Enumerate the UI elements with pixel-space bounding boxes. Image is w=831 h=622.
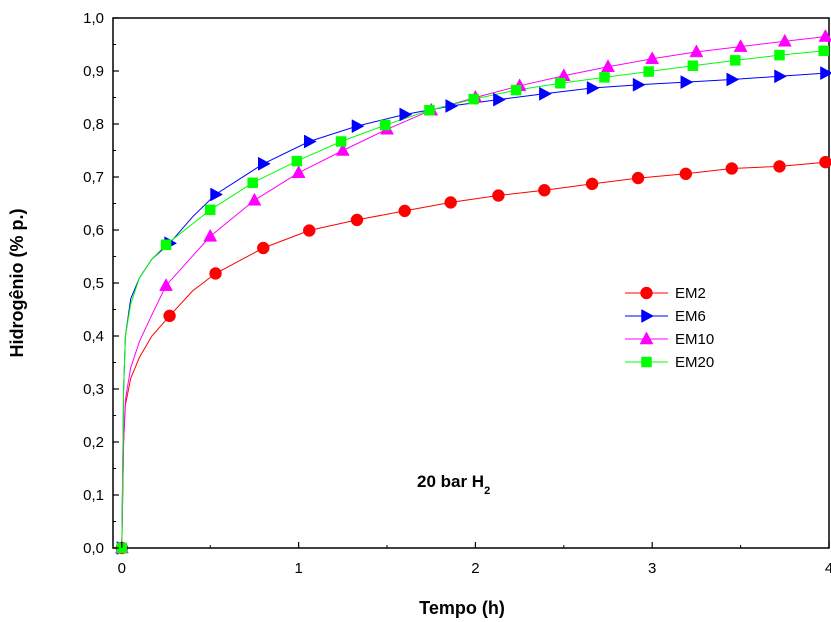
data-point-em6	[632, 77, 646, 92]
data-point-em2	[631, 171, 645, 185]
data-point-em6	[445, 99, 459, 113]
data-point-em2	[163, 309, 176, 323]
data-point-em6	[680, 75, 694, 90]
data-point-em2	[585, 177, 599, 191]
data-point-em20	[555, 77, 566, 89]
x-tick-label: 0	[118, 560, 126, 577]
data-point-em10	[247, 192, 262, 206]
data-point-em20	[643, 66, 654, 77]
data-point-em20	[291, 155, 303, 167]
data-point-em6	[303, 134, 317, 149]
y-tick-label: 0,9	[83, 63, 104, 80]
data-point-em6	[539, 86, 552, 101]
data-point-em2	[538, 184, 551, 197]
data-point-em20	[818, 45, 829, 57]
x-tick-label: 4	[825, 560, 831, 577]
data-point-em10	[733, 39, 748, 52]
data-point-em20	[335, 136, 347, 147]
data-point-em2	[819, 155, 831, 169]
y-tick-label: 0,1	[83, 487, 104, 504]
data-point-em20	[599, 72, 610, 83]
data-point-em10	[291, 165, 306, 179]
data-point-em6	[258, 156, 271, 171]
annotation: 20 bar H2	[417, 472, 490, 497]
y-tick-label: 0,4	[83, 328, 104, 345]
data-point-em20	[687, 60, 699, 71]
x-axis: 0 1 2 3 4	[118, 542, 831, 577]
x-axis-title: Tempo (h)	[419, 598, 505, 618]
data-point-em6	[774, 69, 788, 84]
data-point-em2	[302, 224, 316, 237]
data-point-em10	[601, 59, 615, 73]
data-point-em20	[247, 177, 258, 189]
x-tick-label: 3	[648, 560, 656, 577]
legend-marker-em20	[641, 356, 652, 368]
data-point-em20	[774, 49, 785, 61]
data-point-em20	[204, 204, 216, 216]
data-point-em20	[510, 84, 522, 96]
data-point-em20	[380, 119, 391, 131]
data-point-em2	[398, 204, 411, 218]
x-tick-label: 1	[294, 560, 302, 577]
y-tick-label: 0,2	[83, 434, 104, 451]
y-tick-label: 0,0	[83, 540, 104, 557]
data-point-em2	[350, 213, 364, 227]
legend-marker-em6	[641, 309, 655, 323]
data-point-em2	[725, 162, 739, 175]
y-tick-label: 0,6	[83, 222, 104, 239]
data-point-em2	[773, 160, 786, 173]
data-point-em6	[399, 107, 413, 122]
legend: EM2 EM6 EM10 EM20	[625, 285, 714, 371]
data-point-em10	[777, 33, 792, 47]
data-point-em10	[203, 228, 218, 242]
data-point-em6	[493, 92, 506, 107]
data-point-em10	[689, 44, 704, 58]
legend-marker-em10	[639, 331, 654, 345]
legend-marker-em2	[640, 286, 653, 300]
data-point-em20	[424, 104, 435, 116]
data-point-em20	[160, 239, 172, 251]
data-point-em10	[335, 142, 350, 156]
data-point-em6	[820, 66, 831, 81]
data-point-em6	[586, 81, 600, 95]
data-point-em2	[444, 196, 457, 209]
y-axis: 0,0 0,1 0,2 0,3 0,4 0,5 0,6 0,7 0,8 0,9 1,0	[83, 10, 119, 557]
annotation-main: 20 bar H	[417, 472, 484, 491]
data-point-em6	[351, 119, 365, 134]
data-point-em2	[492, 189, 505, 202]
legend-label-em10: EM10	[675, 331, 714, 348]
y-tick-label: 0,7	[83, 169, 104, 186]
data-point-em10	[645, 51, 660, 65]
y-tick-label: 0,3	[83, 381, 104, 398]
y-tick-label: 1,0	[83, 10, 104, 27]
y-axis-title: Hidrogênio (% p.)	[7, 209, 27, 358]
data-point-em20	[468, 93, 479, 105]
legend-label-em2: EM2	[675, 285, 706, 302]
data-point-em20	[730, 55, 741, 66]
data-point-em6	[726, 72, 740, 87]
data-point-em10	[159, 278, 173, 291]
data-point-em2	[257, 241, 270, 255]
data-point-em6	[210, 187, 224, 202]
y-tick-label: 0,8	[83, 116, 104, 133]
x-tick-label: 2	[471, 560, 479, 577]
data-point-em2	[679, 167, 693, 181]
legend-label-em20: EM20	[675, 354, 714, 371]
y-tick-label: 0,5	[83, 275, 104, 292]
data-point-em2	[209, 267, 222, 280]
data-point-em10	[818, 29, 831, 42]
annotation-subscript: 2	[484, 485, 490, 497]
legend-label-em6: EM6	[675, 308, 706, 325]
